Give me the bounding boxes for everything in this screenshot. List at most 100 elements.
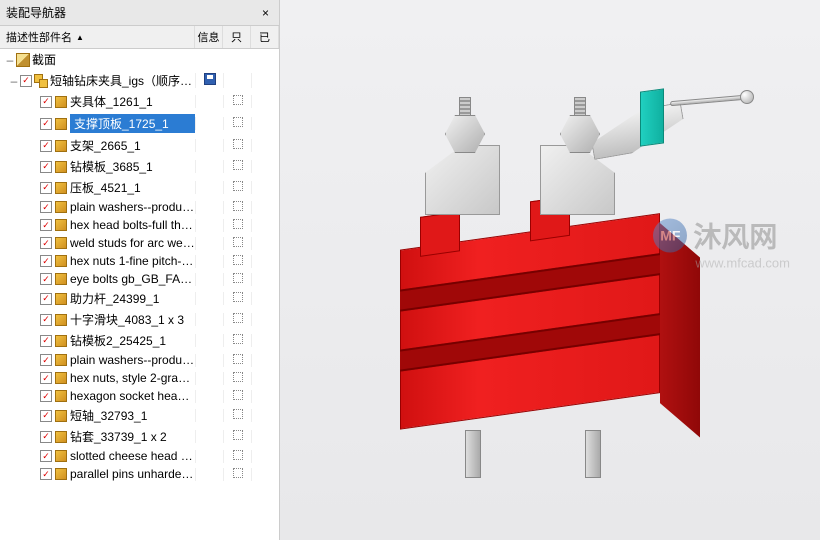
tree-item-part[interactable]: 夹具体_1261_1: [0, 91, 279, 112]
status-box-icon: [233, 95, 243, 105]
expander-icon[interactable]: –: [8, 74, 20, 88]
tree-item-part[interactable]: plain washers--product ...: [0, 198, 279, 216]
visibility-checkbox[interactable]: [40, 372, 52, 384]
visibility-checkbox[interactable]: [40, 335, 52, 347]
handle-rod: [670, 95, 745, 107]
part-icon: [54, 467, 68, 481]
tree-label: eye bolts gb_GB_FASTE...: [70, 272, 195, 286]
status-box-icon: [233, 409, 243, 419]
part-icon: [54, 409, 68, 423]
column-header-edited[interactable]: 已: [251, 26, 279, 48]
3d-viewport[interactable]: MF 沐风网 www.mfcad.com: [280, 0, 820, 540]
hex-bolt: [560, 115, 600, 153]
tree-item-part[interactable]: 支架_2665_1: [0, 135, 279, 156]
tree-item-part[interactable]: weld studs for arc weldi...: [0, 234, 279, 252]
status-box-icon: [233, 273, 243, 283]
tree-label: 夹具体_1261_1: [70, 93, 195, 110]
tree-columns-header: 描述性部件名 ▲ 信息 只 已: [0, 26, 279, 49]
tree-item-part[interactable]: plain washers--product ...: [0, 351, 279, 369]
status-box-icon: [233, 219, 243, 229]
visibility-checkbox[interactable]: [40, 410, 52, 422]
tree-item-assembly[interactable]: – 短轴钻床夹具_igs（顺序：时...: [0, 70, 279, 91]
tree-item-part[interactable]: hex nuts, style 2-grades ...: [0, 369, 279, 387]
visibility-checkbox[interactable]: [20, 75, 32, 87]
visibility-checkbox[interactable]: [40, 390, 52, 402]
assembly-navigator-panel: 装配导航器 × 描述性部件名 ▲ 信息 只 已 – 截面 – 短轴钻床夹具_ig…: [0, 0, 280, 540]
tree-item-part[interactable]: 钻模板2_25425_1: [0, 330, 279, 351]
tree-item-part[interactable]: 钻套_33739_1 x 2: [0, 426, 279, 447]
tree-label: 钻套_33739_1 x 2: [70, 428, 195, 445]
visibility-checkbox[interactable]: [40, 182, 52, 194]
tree-item-part[interactable]: 压板_4521_1: [0, 177, 279, 198]
tree-label: hexagon socket head sh...: [70, 389, 195, 403]
tree-item-part[interactable]: hex head bolts-full threa...: [0, 216, 279, 234]
status-box-icon: [233, 354, 243, 364]
handle-knob: [740, 90, 754, 104]
tree-item-part[interactable]: 短轴_32793_1: [0, 405, 279, 426]
visibility-checkbox[interactable]: [40, 354, 52, 366]
tree-item-part[interactable]: 钻模板_3685_1: [0, 156, 279, 177]
status-box-icon: [233, 139, 243, 149]
visibility-checkbox[interactable]: [40, 314, 52, 326]
visibility-checkbox[interactable]: [40, 273, 52, 285]
visibility-checkbox[interactable]: [40, 255, 52, 267]
part-icon: [54, 200, 68, 214]
section-icon: [16, 53, 30, 67]
status-box-icon: [233, 255, 243, 265]
visibility-checkbox[interactable]: [40, 237, 52, 249]
tree-label: hex nuts, style 2-grades ...: [70, 371, 195, 385]
status-box-icon: [233, 160, 243, 170]
tree-item-part[interactable]: hexagon socket head sh...: [0, 387, 279, 405]
part-icon: [54, 371, 68, 385]
hex-bolt: [445, 115, 485, 153]
tree-item-part[interactable]: parallel pins unhardenin...: [0, 465, 279, 483]
tree-item-part[interactable]: eye bolts gb_GB_FASTE...: [0, 270, 279, 288]
assembly-tree: – 截面 – 短轴钻床夹具_igs（顺序：时... 夹具体_1261_1 支撑顶板…: [0, 49, 279, 540]
tree-label: slotted cheese head scr...: [70, 449, 195, 463]
tree-label: hex nuts 1-fine pitch-gra...: [70, 254, 195, 268]
visibility-checkbox[interactable]: [40, 219, 52, 231]
part-icon: [54, 292, 68, 306]
tree-item-part[interactable]: hex nuts 1-fine pitch-gra...: [0, 252, 279, 270]
visibility-checkbox[interactable]: [40, 468, 52, 480]
tree-label: 压板_4521_1: [70, 179, 195, 196]
part-icon: [54, 272, 68, 286]
tree-item-part[interactable]: slotted cheese head scr...: [0, 447, 279, 465]
part-icon: [54, 430, 68, 444]
tree-label: parallel pins unhardenin...: [70, 467, 195, 481]
part-icon: [54, 139, 68, 153]
part-icon: [54, 353, 68, 367]
tree-label: 助力杆_24399_1: [70, 290, 195, 307]
visibility-checkbox[interactable]: [40, 431, 52, 443]
visibility-checkbox[interactable]: [40, 293, 52, 305]
tree-label: plain washers--product ...: [70, 353, 195, 367]
visibility-checkbox[interactable]: [40, 450, 52, 462]
status-box-icon: [233, 181, 243, 191]
panel-close-icon[interactable]: ×: [258, 6, 273, 20]
column-header-name[interactable]: 描述性部件名 ▲: [0, 26, 195, 48]
status-box-icon: [233, 201, 243, 211]
part-icon: [54, 313, 68, 327]
guide-pin: [585, 430, 601, 478]
visibility-checkbox[interactable]: [40, 161, 52, 173]
support-plate: [640, 88, 664, 146]
visibility-checkbox[interactable]: [40, 96, 52, 108]
tree-item-part[interactable]: 支撑顶板_1725_1: [0, 112, 279, 135]
visibility-checkbox[interactable]: [40, 201, 52, 213]
panel-titlebar: 装配导航器 ×: [0, 0, 279, 26]
tree-item-part[interactable]: 十字滑块_4083_1 x 3: [0, 309, 279, 330]
status-box-icon: [233, 468, 243, 478]
tree-label: hex head bolts-full threa...: [70, 218, 195, 232]
tree-item-section[interactable]: – 截面: [0, 49, 279, 70]
part-icon: [54, 218, 68, 232]
status-box-icon: [233, 292, 243, 302]
expander-icon[interactable]: –: [4, 53, 16, 67]
visibility-checkbox[interactable]: [40, 140, 52, 152]
column-header-info[interactable]: 信息: [195, 26, 223, 48]
tree-item-part[interactable]: 助力杆_24399_1: [0, 288, 279, 309]
part-icon: [54, 236, 68, 250]
column-header-readonly[interactable]: 只: [223, 26, 251, 48]
visibility-checkbox[interactable]: [40, 118, 52, 130]
assembly-icon: [34, 74, 48, 88]
clamp-bracket: [425, 145, 500, 215]
